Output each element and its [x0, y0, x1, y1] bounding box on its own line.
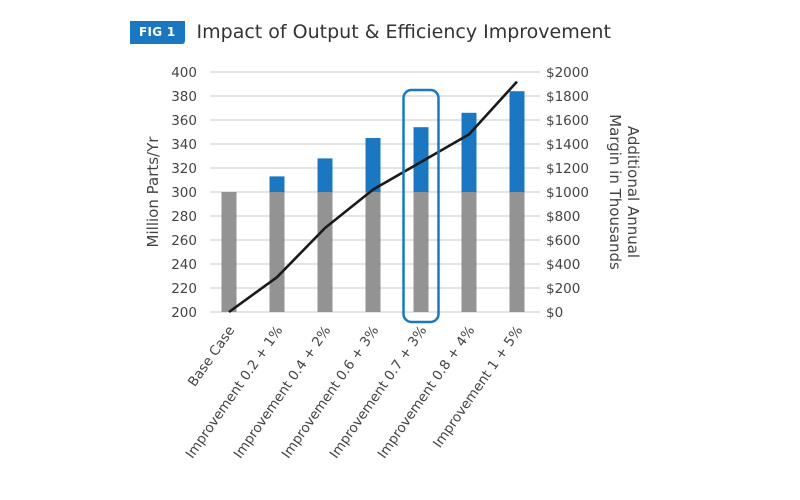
right-tick-label: $1200	[546, 161, 589, 177]
right-tick-label: $2000	[546, 65, 589, 81]
left-tick-label: 240	[171, 257, 197, 273]
right-tick-label: $1800	[546, 89, 589, 105]
chart-title: Impact of Output & Efficiency Improvemen…	[196, 21, 611, 43]
bar-base	[461, 192, 477, 312]
left-tick-label: 260	[171, 233, 197, 249]
left-axis-title: Million Parts/Yr	[144, 136, 162, 248]
bar-base	[269, 192, 285, 312]
right-axis-title-line-2: Margin in Thousands	[606, 114, 624, 270]
left-tick-label: 320	[171, 161, 197, 177]
bar-improvement	[365, 138, 381, 192]
right-tick-label: $0	[546, 305, 563, 321]
margin-line-layer	[228, 80, 518, 314]
left-tick-label: 380	[171, 89, 197, 105]
right-axis-ticks: $0 $200 $400 $600 $800 $1000 $1200 $1400 $1600 $1…	[546, 65, 589, 321]
right-axis-title-line-1: Additional Annual	[624, 126, 642, 258]
x-tick-label: Improvement 0.4 + 2%	[231, 323, 335, 462]
left-tick-label: 220	[171, 281, 197, 297]
right-tick-label: $1600	[546, 113, 589, 129]
right-tick-label: $600	[546, 233, 580, 249]
figure-badge: FIG 1	[130, 20, 185, 44]
x-tick-label: Improvement 1 + 5%	[430, 323, 526, 451]
left-tick-label: 280	[171, 209, 197, 225]
bar-base	[413, 192, 429, 312]
x-tick-label: Improvement 0.2 + 1%	[183, 323, 287, 462]
left-tick-label: 340	[171, 137, 197, 153]
bar-improvement	[461, 112, 477, 192]
right-tick-label: $400	[546, 257, 580, 273]
highlight-layer	[402, 88, 440, 324]
right-tick-label: $1400	[546, 137, 589, 153]
margin-line	[228, 80, 518, 314]
x-tick-label: Base Case	[185, 323, 238, 390]
bar-improvement	[317, 158, 333, 192]
right-tick-label: $800	[546, 209, 580, 225]
left-tick-label: 300	[171, 185, 197, 201]
left-axis-ticks: 200 220 240 260 280 300 320 340 360 380 400	[171, 65, 197, 321]
bar-improvement	[413, 127, 429, 192]
bar-improvement	[269, 176, 285, 192]
right-tick-label: $1000	[546, 185, 589, 201]
bar-base	[317, 192, 333, 312]
bars	[221, 91, 525, 312]
bar-improvement	[509, 91, 525, 192]
bar-base	[221, 192, 237, 312]
right-axis-title: Additional Annual Margin in Thousands	[606, 114, 642, 270]
figure-header: FIG 1 Impact of Output & Efficiency Impr…	[130, 20, 611, 44]
x-tick-label: Improvement 0.6 + 3%	[279, 323, 383, 462]
x-tick-label: Improvement 0.7 + 3%	[327, 323, 431, 462]
bar-base	[509, 192, 525, 312]
x-tick-label: Improvement 0.8 + 4%	[375, 323, 479, 462]
bar-base	[365, 192, 381, 312]
highlight-box	[402, 88, 440, 324]
left-tick-label: 360	[171, 113, 197, 129]
right-tick-label: $200	[546, 281, 580, 297]
left-tick-label: 400	[171, 65, 197, 81]
left-tick-label: 200	[171, 305, 197, 321]
